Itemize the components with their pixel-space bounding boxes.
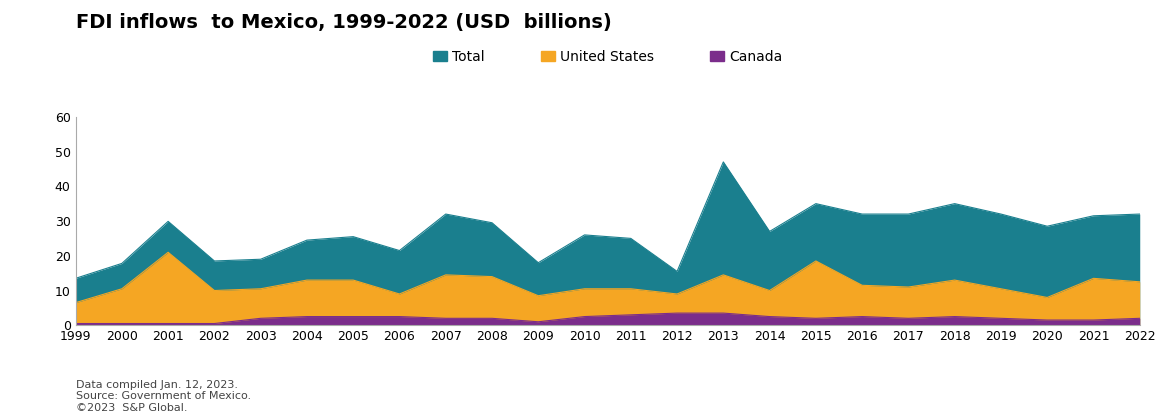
Text: Data compiled Jan. 12, 2023.
Source: Government of Mexico.
©2023  S&P Global.: Data compiled Jan. 12, 2023. Source: Gov… [76, 379, 251, 413]
Legend: Total, United States, Canada: Total, United States, Canada [428, 45, 787, 70]
Text: FDI inflows  to Mexico, 1999-2022 (USD  billions): FDI inflows to Mexico, 1999-2022 (USD bi… [76, 13, 612, 32]
